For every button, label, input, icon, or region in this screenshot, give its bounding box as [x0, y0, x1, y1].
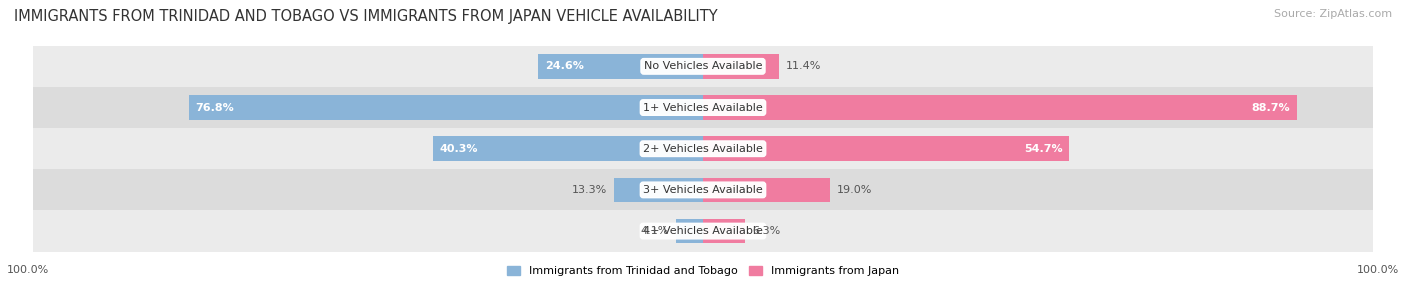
- Bar: [703, 136, 1069, 161]
- Bar: [703, 95, 1296, 120]
- Text: 100.0%: 100.0%: [7, 265, 49, 275]
- Text: 24.6%: 24.6%: [546, 61, 583, 71]
- Text: 6.3%: 6.3%: [752, 226, 780, 236]
- Text: 100.0%: 100.0%: [1357, 265, 1399, 275]
- Text: 88.7%: 88.7%: [1251, 103, 1291, 112]
- Text: 19.0%: 19.0%: [837, 185, 872, 195]
- Bar: [703, 178, 830, 202]
- Text: 11.4%: 11.4%: [786, 61, 821, 71]
- Text: 1+ Vehicles Available: 1+ Vehicles Available: [643, 103, 763, 112]
- Bar: [614, 178, 703, 202]
- Bar: [538, 54, 703, 79]
- Bar: [433, 136, 703, 161]
- Bar: [703, 54, 779, 79]
- Text: 13.3%: 13.3%: [572, 185, 607, 195]
- Text: 2+ Vehicles Available: 2+ Vehicles Available: [643, 144, 763, 154]
- Text: 4.1%: 4.1%: [641, 226, 669, 236]
- Text: 4+ Vehicles Available: 4+ Vehicles Available: [643, 226, 763, 236]
- Text: 40.3%: 40.3%: [440, 144, 478, 154]
- Bar: [34, 169, 1372, 210]
- Bar: [34, 210, 1372, 252]
- Text: Source: ZipAtlas.com: Source: ZipAtlas.com: [1274, 9, 1392, 19]
- Text: 76.8%: 76.8%: [195, 103, 235, 112]
- Bar: [34, 87, 1372, 128]
- Text: 54.7%: 54.7%: [1024, 144, 1063, 154]
- Bar: [703, 219, 745, 243]
- Text: No Vehicles Available: No Vehicles Available: [644, 61, 762, 71]
- Bar: [34, 128, 1372, 169]
- Bar: [188, 95, 703, 120]
- Bar: [34, 46, 1372, 87]
- Bar: [675, 219, 703, 243]
- Text: 3+ Vehicles Available: 3+ Vehicles Available: [643, 185, 763, 195]
- Legend: Immigrants from Trinidad and Tobago, Immigrants from Japan: Immigrants from Trinidad and Tobago, Imm…: [502, 261, 904, 281]
- Text: IMMIGRANTS FROM TRINIDAD AND TOBAGO VS IMMIGRANTS FROM JAPAN VEHICLE AVAILABILIT: IMMIGRANTS FROM TRINIDAD AND TOBAGO VS I…: [14, 9, 717, 23]
